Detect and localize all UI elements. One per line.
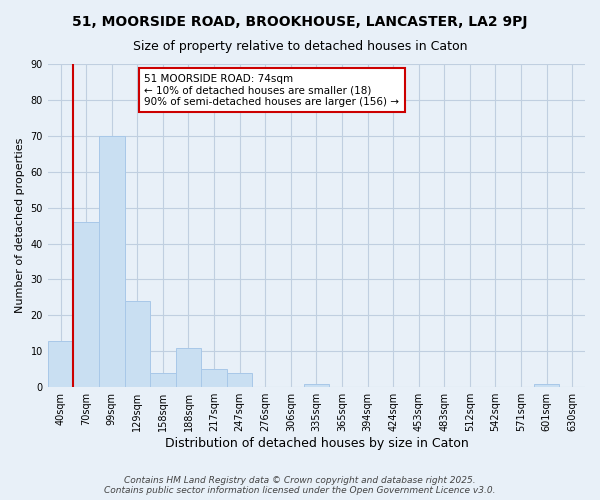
Bar [150, 373, 176, 387]
Bar [227, 373, 253, 387]
Text: Size of property relative to detached houses in Caton: Size of property relative to detached ho… [133, 40, 467, 53]
Bar [48, 340, 73, 387]
Bar [534, 384, 559, 387]
Text: 51, MOORSIDE ROAD, BROOKHOUSE, LANCASTER, LA2 9PJ: 51, MOORSIDE ROAD, BROOKHOUSE, LANCASTER… [72, 15, 528, 29]
X-axis label: Distribution of detached houses by size in Caton: Distribution of detached houses by size … [164, 437, 468, 450]
Bar [201, 370, 227, 387]
Bar [304, 384, 329, 387]
Bar [176, 348, 201, 387]
Bar [99, 136, 125, 387]
Bar [125, 301, 150, 387]
Bar [73, 222, 99, 387]
Text: Contains HM Land Registry data © Crown copyright and database right 2025.
Contai: Contains HM Land Registry data © Crown c… [104, 476, 496, 495]
Y-axis label: Number of detached properties: Number of detached properties [15, 138, 25, 314]
Text: 51 MOORSIDE ROAD: 74sqm
← 10% of detached houses are smaller (18)
90% of semi-de: 51 MOORSIDE ROAD: 74sqm ← 10% of detache… [145, 74, 400, 107]
